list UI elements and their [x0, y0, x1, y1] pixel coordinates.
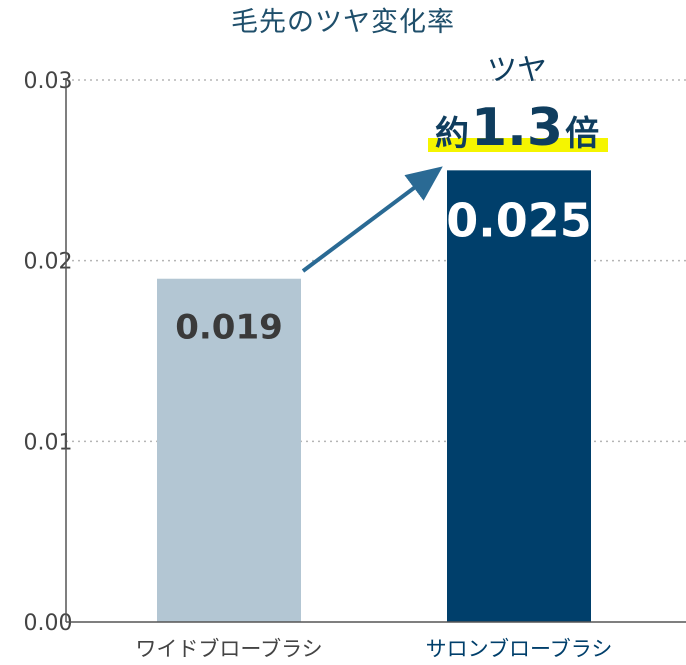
y-tick-label: 0.02 [24, 250, 73, 275]
increase-arrow [301, 166, 443, 273]
annotation-line2: 約1.3倍 [435, 98, 599, 158]
y-tick-label: 0.01 [24, 430, 73, 455]
chart-title: 毛先のツヤ変化率 [231, 7, 455, 38]
bars: 0.019 0.025 [157, 170, 592, 623]
bar [447, 170, 591, 623]
annotation-suffix: 倍 [565, 114, 599, 154]
y-tick-label: 0.03 [24, 69, 73, 94]
y-tick-label: 0.00 [24, 611, 73, 636]
bar-value-label: 0.019 [175, 308, 283, 348]
x-axis-labels: ワイドブローブラシ サロンブローブラシ [135, 637, 612, 661]
x-tick-label: ワイドブローブラシ [135, 637, 322, 661]
x-tick-label: サロンブローブラシ [426, 637, 613, 661]
annotation-line1: ツヤ [487, 53, 547, 88]
bar [157, 278, 301, 622]
bar-value-label: 0.025 [446, 193, 592, 247]
y-axis-ticks: 0.00 0.01 0.02 0.03 [24, 69, 73, 636]
annotation-highlight [428, 138, 608, 152]
annotation-prefix: 約 [435, 114, 469, 154]
annotation-number: 1.3 [471, 98, 563, 158]
